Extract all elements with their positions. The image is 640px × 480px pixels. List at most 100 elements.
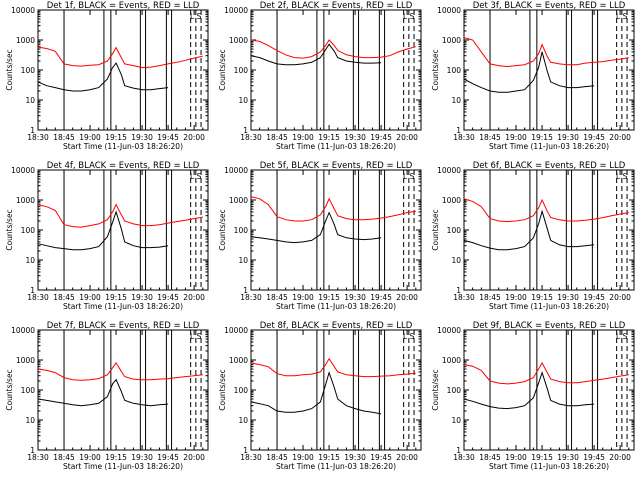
- y-axis-label: Counts/sec: [5, 209, 14, 250]
- y-tick-label: 100: [447, 66, 462, 75]
- x-tick-label: 19:45: [157, 453, 179, 462]
- x-tick-label: 18:45: [266, 453, 288, 462]
- panel-title: Det 5f, BLACK = Events, RED = LLD: [260, 161, 413, 171]
- y-tick-label: 10000: [11, 326, 35, 335]
- x-tick-label: 20:00: [609, 453, 631, 462]
- x-tick-label: 20:00: [183, 293, 205, 302]
- y-tick-label: 1: [456, 286, 461, 295]
- y-tick-label: 1000: [16, 36, 35, 45]
- x-tick-label: 19:30: [344, 453, 366, 462]
- x-tick-label: 19:00: [292, 293, 314, 302]
- plot-frame: [250, 329, 422, 451]
- y-tick-label: 1: [30, 126, 35, 135]
- corner-label: L S: [190, 12, 202, 21]
- x-tick-label: 18:30: [27, 293, 49, 302]
- y-tick-label: 10000: [437, 166, 461, 175]
- x-axis-label: Start Time (11-Jun-03 18:26:20): [276, 302, 396, 311]
- x-tick-label: 18:45: [53, 133, 75, 142]
- y-tick-label: 10000: [224, 166, 248, 175]
- series-line-lld: [250, 196, 416, 222]
- x-axis-label: Start Time (11-Jun-03 18:26:20): [276, 142, 396, 151]
- x-tick-label: 18:45: [53, 293, 75, 302]
- y-tick-label: 10: [451, 416, 461, 425]
- y-tick-label: 1000: [442, 356, 461, 365]
- y-tick-label: 100: [234, 386, 249, 395]
- y-axis-label: Counts/sec: [5, 49, 14, 90]
- y-axis-label: Counts/sec: [431, 49, 440, 90]
- series-line-lld: [37, 203, 203, 228]
- x-tick-label: 19:15: [318, 293, 340, 302]
- x-tick-label: 19:45: [370, 133, 392, 142]
- y-tick-label: 1000: [229, 36, 248, 45]
- x-tick-label: 18:45: [266, 133, 288, 142]
- x-tick-label: 18:45: [479, 133, 501, 142]
- y-axis-label: Counts/sec: [218, 49, 227, 90]
- y-tick-label: 1000: [16, 356, 35, 365]
- x-tick-label: 19:45: [157, 293, 179, 302]
- y-tick-label: 100: [21, 226, 36, 235]
- x-tick-label: 18:30: [453, 293, 475, 302]
- y-tick-label: 10000: [224, 6, 248, 15]
- x-axis-label: Start Time (11-Jun-03 18:26:20): [489, 302, 609, 311]
- x-tick-label: 19:45: [370, 453, 392, 462]
- corner-label: L S: [616, 172, 628, 181]
- y-tick-label: 100: [21, 66, 36, 75]
- y-tick-label: 10: [238, 416, 248, 425]
- x-tick-label: 19:15: [531, 293, 553, 302]
- series-line-events: [463, 370, 595, 410]
- x-tick-label: 18:30: [453, 133, 475, 142]
- series-line-lld: [37, 361, 203, 381]
- y-tick-label: 100: [447, 386, 462, 395]
- x-tick-label: 19:45: [157, 133, 179, 142]
- y-tick-label: 10: [451, 96, 461, 105]
- series-line-lld: [463, 198, 629, 223]
- y-tick-label: 10000: [224, 326, 248, 335]
- series-line-events: [37, 210, 169, 251]
- y-tick-label: 10: [25, 256, 35, 265]
- x-axis-label: Start Time (11-Jun-03 18:26:20): [63, 142, 183, 151]
- plot-frame: [37, 169, 209, 291]
- x-tick-label: 19:30: [131, 453, 153, 462]
- x-tick-label: 18:30: [27, 453, 49, 462]
- x-tick-label: 19:00: [292, 453, 314, 462]
- x-tick-label: 19:00: [79, 453, 101, 462]
- y-tick-label: 10000: [437, 326, 461, 335]
- plot-frame: [37, 329, 209, 451]
- y-tick-label: 1: [243, 446, 248, 455]
- x-tick-label: 18:30: [240, 293, 262, 302]
- y-axis-label: Counts/sec: [218, 209, 227, 250]
- y-tick-label: 1000: [16, 196, 35, 205]
- y-tick-label: 10000: [437, 6, 461, 15]
- x-tick-label: 19:00: [505, 453, 527, 462]
- y-tick-label: 1000: [442, 196, 461, 205]
- x-tick-label: 19:30: [557, 133, 579, 142]
- y-tick-label: 1000: [229, 196, 248, 205]
- x-tick-label: 20:00: [396, 133, 418, 142]
- y-tick-label: 10: [451, 256, 461, 265]
- x-tick-label: 20:00: [183, 133, 205, 142]
- series-line-lld: [250, 357, 416, 378]
- y-tick-label: 1000: [229, 356, 248, 365]
- x-tick-label: 19:00: [79, 133, 101, 142]
- y-tick-label: 1: [30, 446, 35, 455]
- x-tick-label: 19:15: [105, 453, 127, 462]
- corner-label: L S: [190, 172, 202, 181]
- corner-label: L S: [403, 172, 415, 181]
- x-tick-label: 18:30: [240, 133, 262, 142]
- y-tick-label: 1000: [442, 36, 461, 45]
- x-tick-label: 19:00: [79, 293, 101, 302]
- y-tick-label: 1: [456, 446, 461, 455]
- y-tick-label: 100: [234, 226, 249, 235]
- x-tick-label: 19:30: [131, 293, 153, 302]
- series-line-events: [37, 62, 169, 92]
- series-line-lld: [37, 46, 203, 69]
- panel-title: Det 7f, BLACK = Events, RED = LLD: [47, 321, 200, 331]
- x-tick-label: 19:15: [105, 133, 127, 142]
- y-axis-label: Counts/sec: [431, 369, 440, 410]
- y-tick-label: 1: [243, 286, 248, 295]
- panel-title: Det 9f, BLACK = Events, RED = LLD: [473, 321, 626, 331]
